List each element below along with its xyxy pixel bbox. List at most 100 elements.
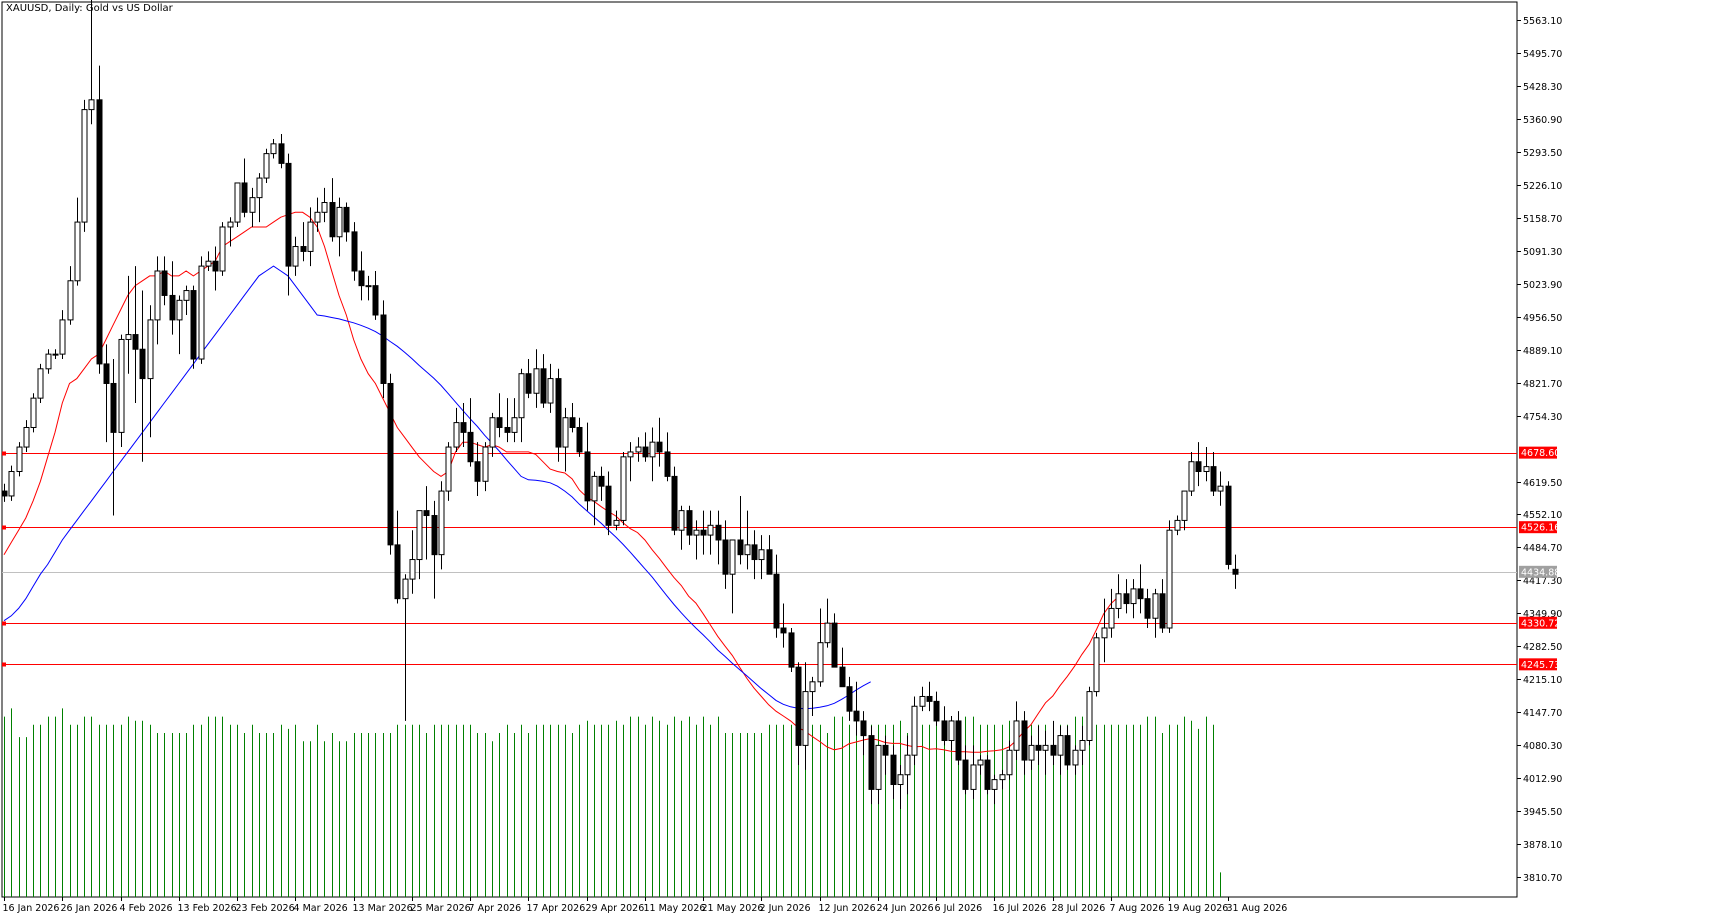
time-tick-label: 21 May 2026	[702, 903, 764, 914]
candle	[627, 442, 634, 482]
price-tick-label: 4417.30	[1523, 576, 1562, 587]
current-price-label-text: 4434.88	[1521, 567, 1560, 578]
candle-body	[23, 426, 30, 448]
candle-body	[766, 549, 773, 575]
candle-body	[1123, 593, 1130, 605]
candle	[96, 65, 103, 374]
price-tick-label: 4012.90	[1523, 774, 1562, 785]
candle	[1217, 471, 1224, 506]
level-marker	[2, 662, 6, 667]
candle	[1064, 725, 1071, 770]
time-tick-label: 17 Apr 2026	[527, 903, 586, 914]
chart-title: XAUUSD, Daily: Gold vs US Dollar	[6, 3, 173, 14]
candle-body	[955, 720, 962, 761]
candle	[307, 207, 314, 267]
candle-body	[555, 378, 562, 448]
candle	[16, 442, 23, 477]
candle	[511, 398, 518, 443]
candle	[460, 403, 467, 448]
candle	[474, 442, 481, 496]
price-tick-label: 5428.30	[1523, 82, 1562, 93]
candle	[59, 310, 66, 360]
candle	[161, 256, 168, 306]
candle	[700, 510, 707, 555]
candle	[941, 706, 948, 746]
candle-body	[118, 338, 125, 433]
candle	[285, 153, 292, 296]
candle	[489, 412, 496, 457]
candle	[955, 711, 962, 765]
candle-body	[991, 779, 998, 790]
candle	[977, 755, 984, 775]
candle-body	[802, 691, 809, 746]
candle	[598, 466, 605, 501]
candle-body	[671, 475, 678, 531]
candle	[67, 266, 74, 325]
candle	[8, 465, 15, 501]
candle	[846, 676, 853, 721]
candle-body	[576, 426, 583, 453]
candle-body	[241, 182, 248, 213]
candle	[678, 505, 685, 550]
candle-body	[380, 314, 387, 384]
candle-body	[664, 451, 671, 477]
level-marker	[2, 451, 6, 456]
candle-body	[839, 666, 846, 688]
candle	[1050, 720, 1057, 765]
candle-body	[1028, 744, 1035, 761]
candle-body	[1057, 735, 1064, 756]
candle	[394, 510, 401, 604]
candle-body	[809, 681, 816, 693]
price-tick-label: 5023.90	[1523, 280, 1562, 291]
candle-body	[970, 764, 977, 790]
candle-body	[715, 524, 722, 541]
candle-body	[1188, 461, 1195, 492]
level-price-label-bg	[1519, 658, 1557, 671]
candle	[875, 744, 882, 805]
candle	[1203, 447, 1210, 482]
candle-body	[919, 695, 926, 707]
candle	[1159, 579, 1166, 633]
candle	[1108, 588, 1115, 638]
candle-body	[467, 431, 474, 463]
candle-body	[1203, 466, 1210, 473]
candle	[919, 686, 926, 712]
time-tick-label: 4 Mar 2026	[294, 903, 348, 914]
candle-body	[860, 720, 867, 737]
candle	[1144, 588, 1151, 629]
candle-body	[999, 774, 1006, 781]
candle-body	[88, 99, 95, 111]
candle-body	[1093, 637, 1100, 693]
candle	[649, 427, 656, 482]
candle-body	[868, 735, 875, 790]
time-tick-label: 26 Jan 2026	[61, 903, 118, 914]
candle	[423, 486, 430, 560]
candle	[1093, 632, 1100, 697]
candle-body	[1174, 519, 1181, 531]
candle-body	[1108, 607, 1115, 629]
candle	[758, 535, 765, 580]
candle-body	[744, 544, 751, 556]
candle	[125, 275, 132, 374]
candle-body	[460, 422, 467, 433]
candle	[52, 349, 59, 360]
level-price-label-bg	[1519, 521, 1557, 534]
candle-body	[1152, 593, 1159, 619]
moving-average-fast	[3, 211, 1119, 753]
candle-body	[591, 475, 598, 502]
price-tick-label: 4889.10	[1523, 346, 1562, 357]
candle-body	[547, 378, 554, 404]
candle	[23, 420, 30, 452]
time-tick-label: 23 Feb 2026	[236, 903, 295, 914]
candle	[868, 725, 875, 805]
time-tick-label: 11 May 2026	[644, 903, 706, 914]
candle-body	[1181, 490, 1188, 521]
candle-body	[37, 368, 44, 399]
candle	[1130, 579, 1137, 619]
candle	[1072, 745, 1079, 775]
time-tick-label: 31 Aug 2026	[1227, 903, 1288, 914]
time-tick-label: 13 Mar 2026	[353, 903, 413, 914]
candle	[1210, 451, 1217, 496]
candle	[860, 711, 867, 756]
